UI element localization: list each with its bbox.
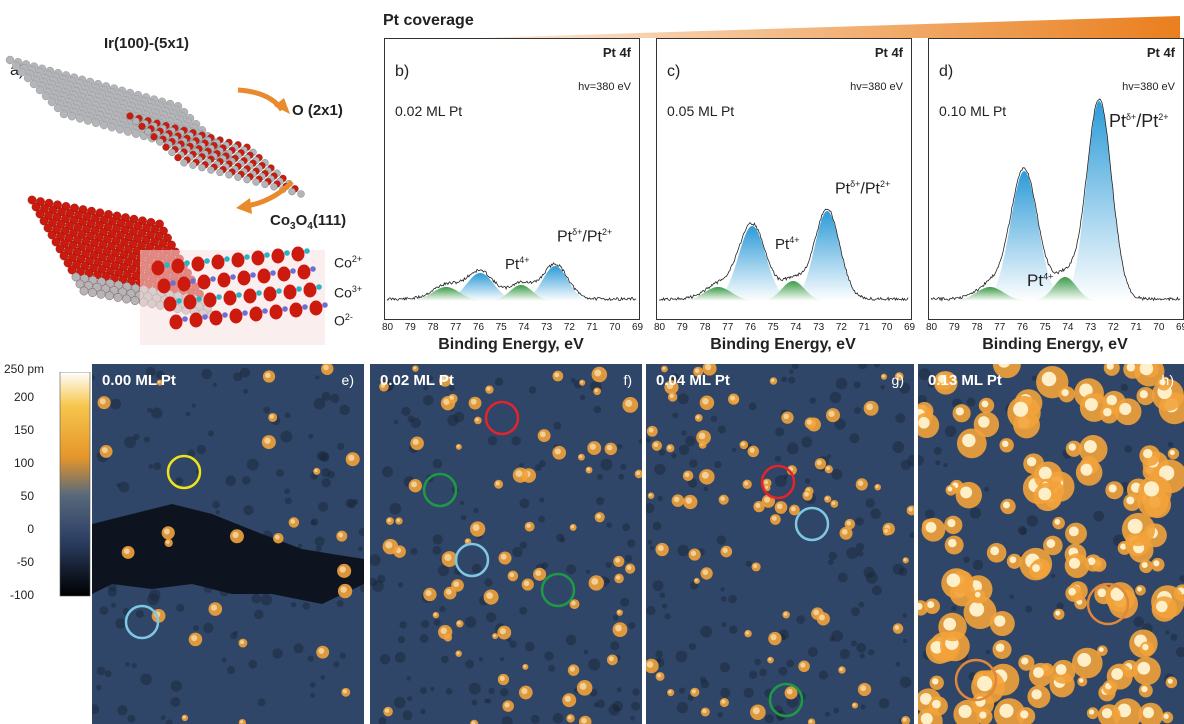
x-tick-label: 73 — [813, 322, 825, 333]
x-tick-label: 79 — [404, 322, 416, 333]
x-tick-label: 80 — [654, 322, 666, 333]
x-tick-label: 69 — [1176, 322, 1184, 333]
x-tick-label: 77 — [994, 322, 1006, 333]
x-tick-label: 76 — [472, 322, 485, 333]
crystal-schematic — [5, 55, 328, 345]
xps-x-ticks: 80 79 78 77 76 75 74 73 72 71 70 69 — [924, 322, 1184, 336]
stm-coverage-label: 0.02 ML Pt — [380, 372, 454, 389]
x-tick-label: 73 — [1085, 322, 1097, 333]
stm-coverage-label: 0.00 ML Pt — [102, 372, 176, 389]
xps-title: Pt 4f — [602, 45, 631, 60]
x-tick-label: 80 — [926, 322, 938, 333]
x-tick-label: 74 — [790, 322, 802, 333]
xps-panel-b: b) Pt 4f hv=380 eV 0.02 ML Pt Pt4+ Ptδ+/Pt2+ — [384, 38, 640, 320]
x-tick-label: 71 — [858, 322, 870, 333]
coverage-label: 0.05 ML Pt — [667, 103, 735, 119]
x-tick-label: 72 — [835, 322, 847, 333]
colorbar-tick-label: -100 — [9, 588, 34, 602]
x-tick-label: 78 — [971, 322, 983, 333]
pt4-label: Pt4+ — [505, 255, 530, 273]
x-tick-label: 77 — [722, 322, 734, 333]
x-tick-label: 72 — [1107, 322, 1119, 333]
x-tick-label: 71 — [1130, 322, 1142, 333]
xps-panel-letter: b) — [395, 63, 410, 80]
photon-energy-label: hv=380 eV — [850, 81, 903, 93]
x-tick-label: 69 — [632, 322, 644, 333]
stm-coverage-label: 0.04 ML Pt — [656, 372, 730, 389]
x-tick-label: 77 — [450, 322, 462, 333]
x-tick-label: 75 — [1039, 322, 1051, 333]
xps-x-axis-label: Binding Energy, eV — [710, 336, 856, 353]
oxygen-label: O (2x1) — [292, 102, 343, 119]
x-tick-label: 79 — [948, 322, 960, 333]
pt-mixed-label: Ptδ+/Pt2+ — [557, 227, 613, 246]
height-colorbar — [59, 372, 91, 597]
photon-energy-label: hv=380 eV — [578, 81, 631, 93]
xps-x-ticks: 80 79 78 77 76 75 74 73 72 71 70 69 — [380, 322, 644, 336]
xps-spectrum — [386, 262, 637, 302]
colorbar-unit-label: 250 pm — [4, 362, 45, 376]
x-tick-label: 78 — [699, 322, 711, 333]
x-tick-label: 71 — [586, 322, 598, 333]
stm-panel-letter: g) — [891, 372, 904, 388]
pt4-label: Pt4+ — [775, 235, 800, 253]
x-tick-label: 79 — [676, 322, 688, 333]
xps-title: Pt 4f — [1146, 45, 1175, 60]
xps-spectrum — [930, 98, 1181, 302]
xps-title: Pt 4f — [874, 45, 903, 60]
xps-x-ticks: 80 79 78 77 76 75 74 73 72 71 70 69 — [652, 322, 916, 336]
colorbar-tick-label: 50 — [20, 489, 34, 503]
xps-panel-letter: c) — [667, 63, 681, 80]
oxide-label: Co3O4(111) — [270, 212, 347, 232]
x-tick-label: 70 — [881, 322, 893, 333]
x-tick-label: 76 — [744, 322, 757, 333]
x-tick-label: 73 — [541, 322, 553, 333]
stm-image-g: 0.04 ML Pt g) — [646, 364, 914, 724]
pt-coverage-label: Pt coverage — [383, 12, 474, 29]
xps-x-axis-label: Binding Energy, eV — [438, 336, 584, 353]
xps-x-axis-label: Binding Energy, eV — [982, 336, 1128, 353]
colorbar-tick-label: 150 — [13, 423, 34, 437]
xps-panel-letter: d) — [939, 63, 954, 80]
coverage-label: 0.02 ML Pt — [395, 103, 463, 119]
x-tick-label: 75 — [767, 322, 779, 333]
x-tick-label: 76 — [1016, 322, 1029, 333]
photon-energy-label: hv=380 eV — [1122, 81, 1175, 93]
co3-ion-label: Co3+ — [334, 284, 363, 301]
pt-mixed-label: Ptδ+/Pt2+ — [1109, 111, 1169, 131]
colorbar-tick-label: -50 — [16, 555, 34, 569]
o-ion-label: O2- — [334, 312, 353, 329]
stm-image-f: 0.02 ML Pt f) — [370, 364, 642, 724]
stm-panel-letter: e) — [341, 372, 354, 388]
pt4-label: Pt4+ — [1027, 271, 1054, 290]
xps-panel-d: d) Pt 4f hv=380 eV 0.10 ML Pt Pt4+ Ptδ+/Pt2+ — [928, 38, 1184, 320]
x-tick-label: 74 — [1062, 322, 1074, 333]
stm-panel-letter: h) — [1161, 372, 1174, 388]
x-tick-label: 70 — [1153, 322, 1165, 333]
x-tick-label: 74 — [518, 322, 530, 333]
co2-ion-label: Co2+ — [334, 254, 363, 271]
colorbar-tick-label: 0 — [27, 522, 34, 536]
pt-mixed-label: Ptδ+/Pt2+ — [835, 179, 891, 198]
coverage-gradient-wedge — [480, 16, 1180, 38]
x-tick-label: 69 — [904, 322, 916, 333]
stm-image-e: 0.00 ML Pt e) — [92, 364, 364, 724]
x-tick-label: 75 — [495, 322, 507, 333]
stm-coverage-label: 0.13 ML Pt — [928, 372, 1002, 389]
coverage-label: 0.10 ML Pt — [939, 103, 1007, 119]
x-tick-label: 78 — [427, 322, 439, 333]
stm-panel-letter: f) — [623, 372, 632, 388]
x-tick-label: 72 — [563, 322, 575, 333]
colorbar-tick-label: 200 — [13, 390, 34, 404]
colorbar-tick-label: 100 — [13, 456, 34, 470]
substrate-label: Ir(100)-(5x1) — [104, 35, 190, 52]
stm-image-h: 0.13 ML Pt h) — [918, 364, 1184, 724]
x-tick-label: 70 — [609, 322, 621, 333]
x-tick-label: 80 — [382, 322, 394, 333]
xps-panel-c: c) Pt 4f hv=380 eV 0.05 ML Pt Pt4+ Ptδ+/Pt2+ — [656, 38, 912, 320]
xps-spectrum — [658, 208, 909, 302]
